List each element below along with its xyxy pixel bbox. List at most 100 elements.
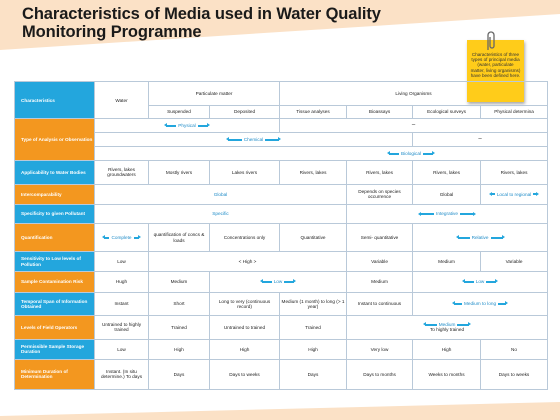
arrow-left-icon bbox=[164, 123, 177, 128]
arrow-right-icon bbox=[490, 235, 505, 240]
cell-value: Untrained to trained bbox=[208, 315, 281, 340]
row-label: Specificity to given Pollutant bbox=[14, 203, 95, 225]
table-row: Applicability to Water Bodies Rivers, la… bbox=[14, 160, 549, 185]
cell-value: Rivers, lakes bbox=[412, 160, 482, 185]
header-row-1: Characteristics Water Particulate matter… bbox=[14, 80, 549, 120]
table-row: Temporal Span of Information Obtained In… bbox=[14, 291, 549, 317]
low-span: Low bbox=[414, 279, 546, 284]
cell-value: – bbox=[412, 132, 549, 148]
cell-value: Days bbox=[148, 358, 210, 391]
cell-value: Semi- quantitative bbox=[346, 223, 414, 252]
biological-span: Biological bbox=[96, 151, 546, 156]
header-characteristics: Characteristics bbox=[14, 80, 95, 120]
arrow-left-icon bbox=[386, 151, 399, 156]
arrow-left-icon bbox=[488, 191, 495, 196]
arrow-left-icon bbox=[259, 279, 272, 284]
cell-value: Lakes rivers bbox=[208, 160, 281, 185]
cell-value: Rivers, lakes bbox=[279, 160, 348, 185]
header-water: Water bbox=[94, 80, 149, 120]
cell-value: Rivers, lakes bbox=[480, 160, 549, 185]
row-label: Temporal Span of Information Obtained bbox=[14, 291, 95, 317]
cell-value: Variable bbox=[480, 250, 549, 273]
cell-value: Short bbox=[148, 291, 210, 317]
cell-value: Weeks to months bbox=[412, 358, 482, 391]
header-bioassays: Bioassays bbox=[346, 104, 414, 120]
arrow-right-icon bbox=[498, 301, 509, 306]
cell-value: Variable bbox=[346, 250, 414, 273]
medium-long-span: Medium to long bbox=[414, 301, 546, 306]
cell-value: Rivers, lakes bbox=[346, 160, 414, 185]
cell-value: Mostly rivers bbox=[148, 160, 210, 185]
cell-value: Very low bbox=[346, 338, 414, 360]
table-row: Levels of Field Operators Untrained to h… bbox=[14, 315, 549, 340]
table-row: Biological bbox=[15, 146, 549, 162]
row-label: Sensitivity to Low levels of Pollution bbox=[14, 250, 95, 273]
cell-value: To highly trained bbox=[429, 327, 465, 333]
row-label: Permissible Sample Storage Duration bbox=[14, 338, 95, 360]
header-particulate-matter: Particulate matter bbox=[147, 81, 281, 106]
cell-value: Low bbox=[94, 338, 149, 360]
arrow-right-icon bbox=[197, 123, 210, 128]
header-tissue-analyses: Tissue analyses bbox=[279, 104, 348, 120]
arrow-left-icon bbox=[452, 301, 462, 306]
cell-value: Low bbox=[94, 250, 149, 273]
arrow-left-icon bbox=[225, 137, 242, 142]
local-regional-span: Local to regional bbox=[482, 192, 546, 197]
cell-value: Instant to continuous bbox=[346, 291, 414, 317]
row-label: Applicability to Water Bodies bbox=[14, 160, 95, 185]
cell-value: High bbox=[412, 338, 482, 360]
cell-value: Days to weeks bbox=[480, 358, 549, 391]
table-row: Chemical – bbox=[15, 132, 549, 148]
arrow-right-icon bbox=[486, 279, 499, 284]
cell-value: Days bbox=[279, 358, 348, 391]
arrow-right-icon bbox=[423, 151, 436, 156]
cell-value: High bbox=[279, 338, 348, 360]
physical-span: Physical bbox=[96, 123, 278, 128]
cell-value: Quantitative bbox=[279, 223, 348, 252]
table-row: Type of Analysis or Observation Physical… bbox=[14, 118, 549, 162]
arrow-right-icon bbox=[457, 322, 472, 327]
cell-value: Medium bbox=[148, 271, 210, 293]
table-row: Intercomparability Global Depends on spe… bbox=[14, 183, 549, 205]
arrow-right-icon bbox=[459, 211, 476, 216]
characteristics-table: Characteristics Water Particulate matter… bbox=[14, 80, 549, 391]
arrow-right-icon bbox=[284, 279, 297, 284]
header-ecological-surveys: Ecological surveys bbox=[412, 104, 482, 120]
cell-value: Long to very (continuous record) bbox=[208, 291, 281, 317]
integrative-span: Integrative bbox=[348, 211, 546, 216]
top-decoration bbox=[0, 0, 560, 50]
page-title: Characteristics of Media used in Water Q… bbox=[22, 5, 381, 41]
cell-value: Instant. (In situ determine.) To days bbox=[94, 358, 149, 391]
arrow-left-icon bbox=[422, 322, 437, 327]
cell-value: Trained bbox=[148, 315, 210, 340]
arrow-left-icon bbox=[418, 211, 435, 216]
row-label: Sample Contamination Risk bbox=[14, 271, 95, 293]
header-deposited: Deposited bbox=[208, 104, 281, 120]
cell-value: Trained bbox=[279, 315, 348, 340]
cell-value: – bbox=[279, 118, 549, 134]
row-label: Type of Analysis or Observation bbox=[14, 118, 95, 162]
chemical-span: Chemical bbox=[96, 137, 411, 142]
bottom-decoration bbox=[0, 402, 560, 420]
header-living-organisms: Living Organisms bbox=[279, 81, 549, 106]
row-label: Quantification bbox=[14, 223, 95, 252]
arrow-left-icon bbox=[102, 235, 110, 240]
relative-span: Relative bbox=[414, 235, 546, 240]
cell-value: Rivers, lakes groundwaters bbox=[94, 160, 149, 185]
table-row: Minimum Duration of Determination Instan… bbox=[14, 358, 549, 391]
arrow-left-icon bbox=[461, 279, 474, 284]
table-row: Permissible Sample Storage Duration Low … bbox=[14, 338, 549, 360]
cell-value: Global bbox=[412, 183, 482, 205]
cell-value: < High > bbox=[147, 250, 348, 273]
row-label: Intercomparability bbox=[14, 183, 95, 205]
cell-value: Specific bbox=[93, 203, 348, 225]
cell-value: Untrained to highly trained bbox=[94, 315, 149, 340]
cell-value: Days to months bbox=[346, 358, 414, 391]
arrow-right-icon bbox=[265, 137, 282, 142]
table-row: Specificity to given Pollutant Specific … bbox=[14, 203, 549, 225]
cell-value: High bbox=[208, 338, 281, 360]
header-suspended: Suspended bbox=[148, 104, 210, 120]
header-physical-determina: Physical determina bbox=[480, 104, 549, 120]
cell-value: Days to weeks bbox=[208, 358, 281, 391]
table-row: Quantification Complete quantification o… bbox=[14, 223, 549, 252]
